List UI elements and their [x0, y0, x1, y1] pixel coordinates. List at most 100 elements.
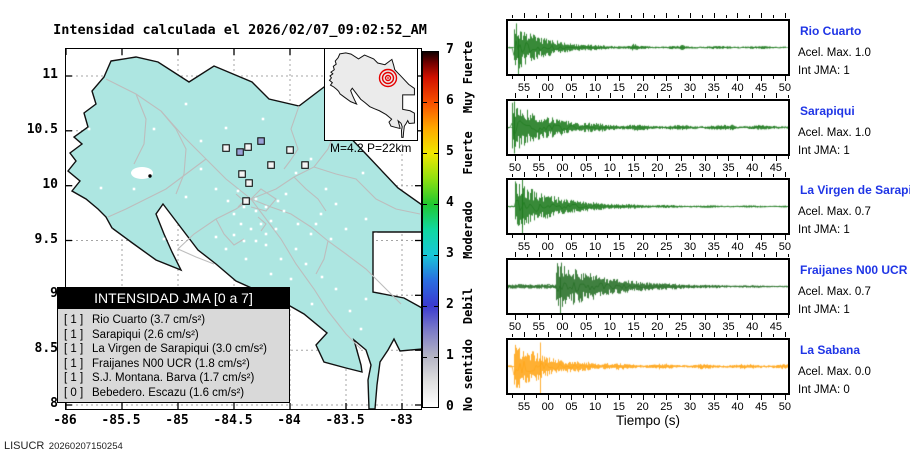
map-lat-tick-label: 10.5: [26, 121, 58, 137]
time-tick-label: 25: [674, 321, 688, 333]
axis-tick: [761, 235, 763, 240]
axis-minor-tick: [749, 76, 751, 79]
axis-minor-tick: [678, 174, 680, 177]
colorbar-tick: [423, 306, 427, 307]
axis-tick: [515, 315, 516, 320]
axis-minor-tick: [535, 334, 537, 337]
axis-tick: [595, 332, 597, 337]
axis-tick: [609, 315, 611, 320]
axis-tick: [586, 93, 588, 98]
axis-minor-tick: [701, 334, 703, 337]
axis-minor-tick: [725, 15, 727, 18]
report-code: 20260207150254: [48, 441, 123, 452]
axis-tick: [609, 93, 611, 98]
time-tick-label: 50: [778, 241, 792, 253]
axis-minor-tick: [678, 334, 680, 337]
axis-tick: [562, 252, 564, 257]
axis-minor-tick: [526, 254, 528, 257]
legend-station-row: [ 0 ] Bebedero. Escazu (1.6 cm/s²): [64, 386, 283, 401]
time-tick-label: 35: [707, 241, 720, 253]
axis-minor-tick: [764, 315, 766, 318]
axis-minor-tick: [716, 254, 718, 257]
axis-tick: [524, 235, 525, 240]
axis-minor-tick: [654, 395, 656, 398]
time-tick-label: 10: [589, 241, 602, 253]
seismogram-panel-1: [506, 19, 790, 76]
time-tick-label: 35: [707, 82, 720, 94]
axis-tick: [704, 93, 706, 98]
time-tick-label: 45: [755, 82, 768, 94]
axis-tick: [524, 13, 525, 18]
axis-minor-tick: [725, 395, 727, 398]
axis-tick: [547, 395, 549, 400]
waveform-trace: [508, 340, 788, 393]
axis-tick: [690, 172, 692, 177]
axis-minor-tick: [621, 254, 623, 257]
axis-minor-tick: [645, 254, 647, 257]
axis-tick: [666, 395, 668, 400]
station-intensity: Int JMA: 1: [798, 304, 850, 316]
axis-minor-tick: [512, 174, 514, 177]
axis-minor-tick: [692, 95, 694, 98]
time-tick-label: 50: [508, 321, 522, 333]
time-tick-label: 45: [755, 401, 768, 413]
axis-minor-tick: [740, 156, 742, 159]
axis-tick: [690, 76, 692, 81]
axis-tick: [538, 93, 540, 98]
axis-minor-tick: [645, 156, 647, 159]
axis-minor-tick: [535, 174, 537, 177]
colorbar-tick: [434, 102, 438, 103]
axis-tick: [586, 156, 588, 161]
axis-minor-tick: [678, 15, 680, 18]
seismogram-panel-3: [506, 178, 790, 235]
axis-minor-tick: [559, 395, 561, 398]
axis-minor-tick: [678, 235, 680, 238]
time-tick-label: 00: [556, 321, 569, 333]
axis-minor-tick: [669, 315, 671, 318]
axis-tick: [775, 93, 777, 98]
axis-tick: [547, 13, 549, 18]
colorbar-tick-label: 6: [446, 93, 454, 108]
station-name: La Virgen de Sarapiqui: [800, 183, 910, 197]
axis-minor-tick: [740, 254, 742, 257]
axis-minor-tick: [645, 95, 647, 98]
map-lat-tick-label: 9: [50, 286, 58, 302]
time-tick-label: 55: [532, 321, 545, 333]
axis-tick: [752, 315, 754, 320]
axis-tick: [784, 235, 786, 240]
axis-tick: [571, 76, 573, 81]
axis-minor-tick: [749, 235, 751, 238]
axis-tick: [633, 252, 635, 257]
seismogram-panel-2: [506, 99, 790, 156]
axis-tick: [784, 76, 786, 81]
axis-minor-tick: [725, 334, 727, 337]
axis-minor-tick: [512, 395, 514, 398]
axis-tick: [728, 93, 730, 98]
time-tick-label: 15: [612, 82, 625, 94]
axis-tick: [547, 172, 549, 177]
axis-tick: [642, 13, 644, 18]
station-name: Sarapiqui: [800, 104, 855, 118]
axis-minor-tick: [607, 76, 609, 79]
axis-minor-tick: [550, 315, 552, 318]
axis-minor-tick: [526, 315, 528, 318]
colorbar-band-label: Moderado: [461, 200, 475, 259]
station-intensity: Int JMA: 1: [798, 224, 850, 236]
time-tick-label: 55: [532, 162, 545, 174]
agency-label: LISUCR: [4, 440, 45, 452]
time-tick-label: 50: [508, 162, 522, 174]
axis-minor-tick: [598, 254, 600, 257]
time-tick-label: 10: [589, 401, 602, 413]
axis-tick: [775, 156, 777, 161]
time-tick-label: 30: [683, 401, 697, 413]
axis-minor-tick: [773, 235, 775, 238]
map-lon-tick-label: -83.5: [325, 413, 365, 428]
axis-tick: [728, 252, 730, 257]
axis-tick: [595, 172, 597, 177]
axis-minor-tick: [725, 235, 727, 238]
axis-minor-tick: [630, 15, 632, 18]
axis-tick: [657, 252, 659, 257]
axis-minor-tick: [630, 395, 632, 398]
axis-minor-tick: [630, 174, 632, 177]
axis-tick: [784, 395, 786, 400]
